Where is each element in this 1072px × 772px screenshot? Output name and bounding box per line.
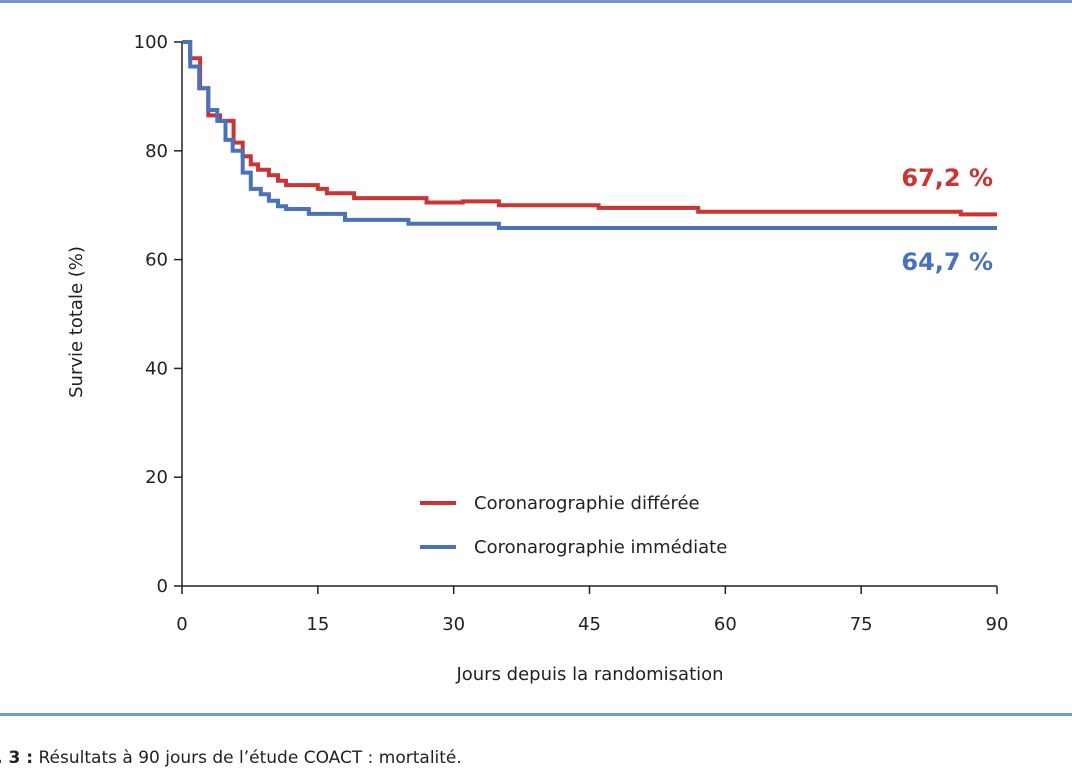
survival-chart: 0 20 40 60 80 100 0 15 30 45 60 75 90 67,2 % 64,7 % C…: [66, 32, 1009, 685]
x-tick-label: 30: [442, 614, 465, 635]
y-tick-label: 100: [134, 32, 168, 53]
series-line-immediate: [182, 40, 997, 230]
figure-caption-text: Résultats à 90 jours de l’étude COACT : …: [33, 748, 462, 768]
chart-legend: Coronarographie différée Coronarographie …: [420, 493, 727, 558]
x-tick-label: 90: [986, 614, 1009, 635]
end-label-immediate: 64,7 %: [901, 248, 993, 276]
bottom-divider: [0, 713, 1072, 716]
end-label-differee: 67,2 %: [901, 164, 993, 192]
chart-series: [182, 40, 997, 230]
x-axis-label: Jours depuis la randomisation: [455, 664, 723, 685]
x-tick-label: 75: [850, 614, 873, 635]
series-line-differee: [182, 40, 997, 217]
figure-caption: g. 3 : Résultats à 90 jours de l’étude C…: [0, 748, 462, 768]
x-tick-label: 0: [176, 614, 187, 635]
legend-entry-immediate: Coronarographie immédiate: [474, 537, 727, 558]
y-axis-label: Survie totale (%): [66, 246, 87, 398]
y-tick-label: 40: [145, 358, 168, 379]
y-tick-label: 60: [145, 250, 168, 271]
y-tick-label: 0: [157, 576, 168, 597]
figure-caption-label: g. 3 :: [0, 748, 34, 768]
y-tick-label: 20: [145, 467, 168, 488]
x-tick-label: 45: [578, 614, 601, 635]
chart-ticks: 0 20 40 60 80 100 0 15 30 45 60 75 90: [134, 32, 1009, 635]
x-tick-label: 60: [714, 614, 737, 635]
chart-end-labels: 67,2 % 64,7 %: [901, 164, 993, 276]
y-tick-label: 80: [145, 141, 168, 162]
top-divider: [0, 0, 1072, 3]
legend-entry-differee: Coronarographie différée: [474, 493, 700, 514]
x-tick-label: 15: [306, 614, 329, 635]
